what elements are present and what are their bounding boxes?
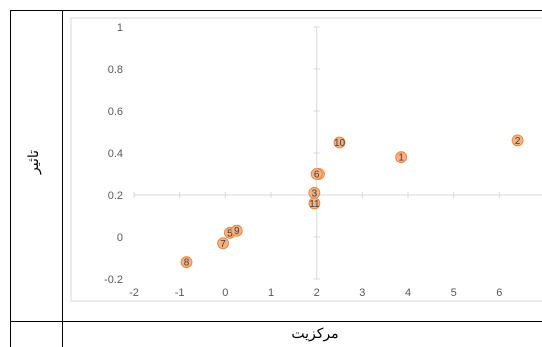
- point-label: 6: [314, 170, 320, 181]
- frame-column-divider: [62, 10, 63, 347]
- y-tick-label: -0.2: [104, 274, 123, 286]
- y-tick-label: 0.4: [108, 148, 123, 160]
- x-tick-label: 3: [359, 287, 365, 299]
- y-tick-label: 0.2: [108, 190, 123, 202]
- data-point: [308, 197, 321, 210]
- point-label: 11: [309, 199, 320, 210]
- point-label: 5: [227, 228, 233, 239]
- x-axis-label: مرکزیت: [291, 326, 339, 342]
- x-tick-label: 4: [405, 287, 411, 299]
- y-tick-label: 1: [117, 22, 123, 34]
- x-tick-label: 2: [314, 287, 320, 299]
- x-tick-label: -2: [129, 287, 139, 299]
- x-tick-label: 5: [451, 287, 457, 299]
- frame-left-border: [10, 10, 11, 347]
- x-tick-label: -1: [175, 287, 185, 299]
- point-label: 9: [234, 226, 240, 237]
- frame-row-divider: [10, 321, 542, 322]
- axes-group: -2 -1 0 1 2 3 4 5 6 -0.2 0 0.2 0.4 0.6 0.8 1: [104, 22, 542, 299]
- data-point: [333, 136, 346, 149]
- y-tick-label: 0: [117, 232, 123, 244]
- point-label: 1: [398, 153, 404, 164]
- data-point: [180, 256, 193, 269]
- x-tick-label: 0: [222, 287, 228, 299]
- y-tick-label: 0.6: [108, 106, 123, 118]
- x-tick-label: 6: [496, 287, 502, 299]
- point-label: 7: [220, 239, 226, 250]
- point-label: 3: [312, 188, 318, 199]
- plot-area-border: [70, 17, 542, 302]
- data-point: [230, 224, 243, 237]
- point-label: 10: [334, 138, 346, 149]
- y-tick-label: 0.8: [108, 64, 123, 76]
- data-point: [511, 134, 524, 147]
- x-tick-label: 1: [268, 287, 274, 299]
- data-point: [217, 237, 229, 250]
- point-label: 2: [515, 136, 521, 147]
- frame-top-border: [10, 10, 542, 11]
- data-point: [310, 168, 323, 180]
- data-point: [395, 151, 408, 164]
- points-group: 1234567891011: [180, 134, 524, 269]
- point-label: 8: [184, 258, 190, 269]
